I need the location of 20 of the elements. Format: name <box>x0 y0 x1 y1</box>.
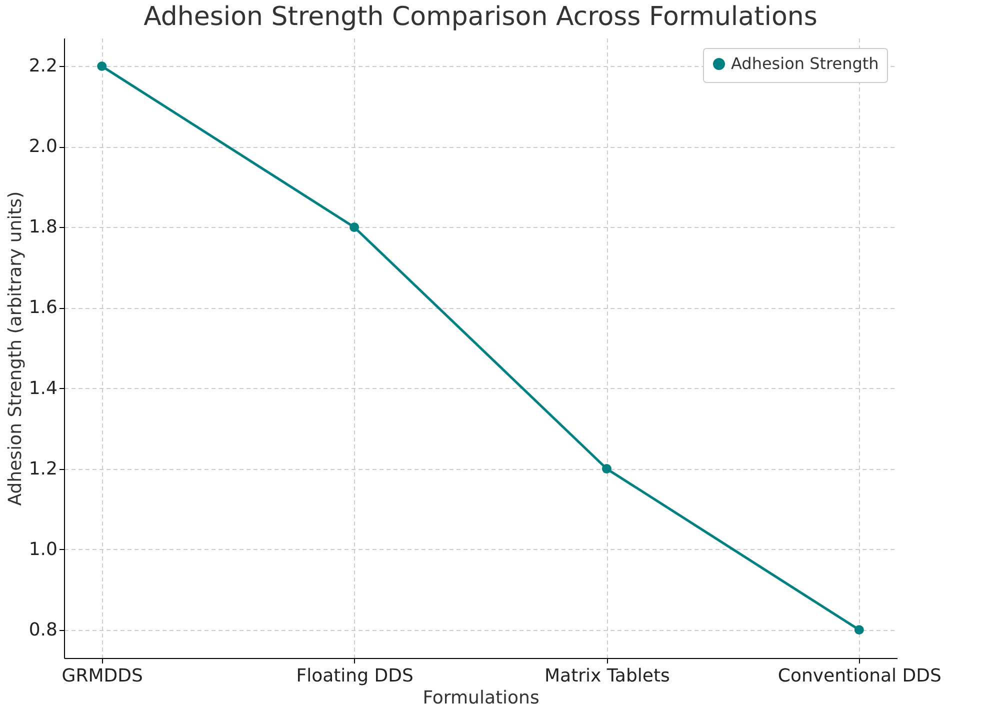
y-tick-label: 1.6 <box>28 297 58 318</box>
x-axis-title: Formulations <box>422 688 540 708</box>
point <box>97 61 107 71</box>
y-tick-label: 2.2 <box>28 56 58 77</box>
point <box>854 625 864 635</box>
point <box>602 464 612 474</box>
x-tick-label: Matrix Tablets <box>544 666 670 686</box>
x-tick-label: Conventional DDS <box>778 666 942 686</box>
y-tick-label: 1.4 <box>28 378 58 399</box>
y-tick-label: 1.0 <box>28 538 58 560</box>
point <box>350 222 360 232</box>
y-tick-label: 2.0 <box>28 136 58 158</box>
y-tick-label: 1.2 <box>28 458 58 480</box>
x-tick-label: GRMDDS <box>62 666 143 686</box>
y-tick-label: 1.8 <box>28 216 58 238</box>
chart-title: Adhesion Strength Comparison Across Formulations <box>144 2 818 32</box>
y-axis-title: Adhesion Strength (arbitrary units) <box>4 191 26 506</box>
x-tick-label: Floating DDS <box>296 666 414 686</box>
legend-label: Adhesion Strength <box>731 54 879 73</box>
y-tick-label: 0.8 <box>28 619 58 640</box>
